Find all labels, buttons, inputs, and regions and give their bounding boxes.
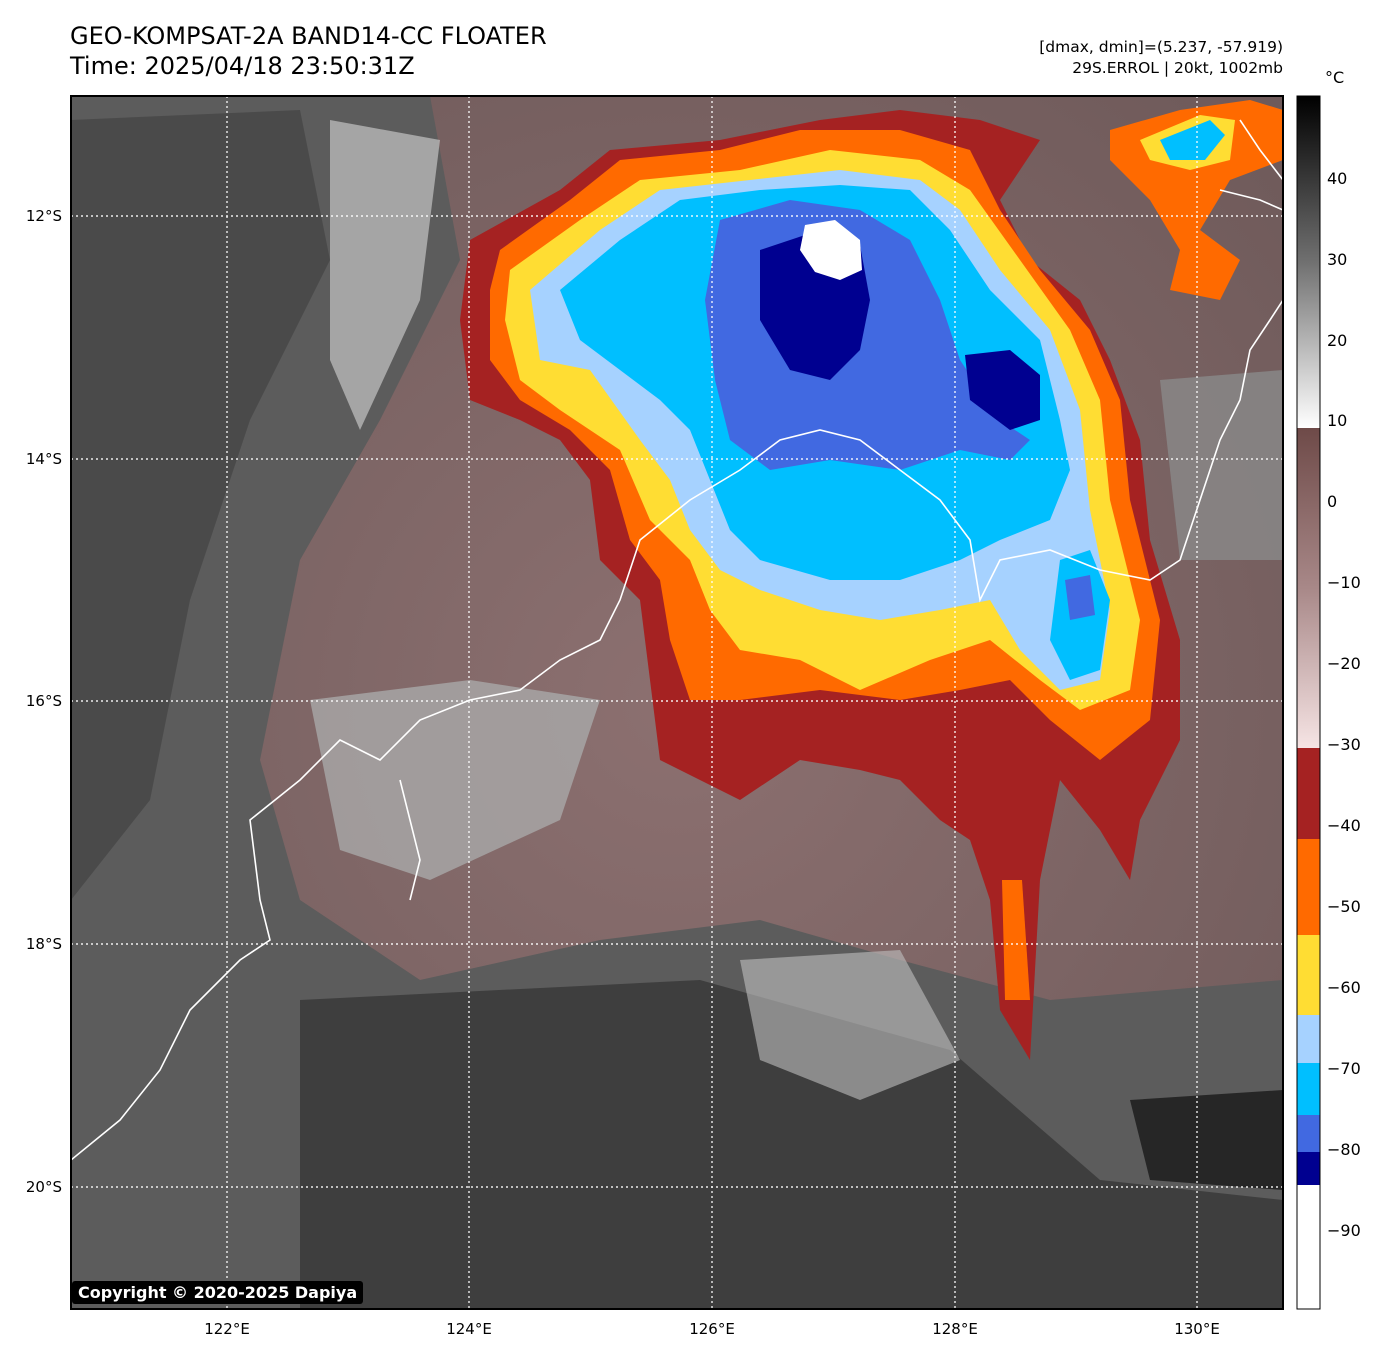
- lon-tick-label: 124°E: [446, 1320, 492, 1338]
- lat-tick-label: 20°S: [26, 1178, 62, 1196]
- map-title: GEO-KOMPSAT-2A BAND14-CC FLOATER: [70, 22, 547, 50]
- lon-tick-label: 128°E: [932, 1320, 978, 1338]
- colorbar-label: 30: [1327, 250, 1348, 269]
- colorbar-label: 10: [1327, 411, 1348, 430]
- lon-tick-label: 130°E: [1174, 1320, 1220, 1338]
- lon-tick-label: 122°E: [204, 1320, 250, 1338]
- colorbar-label: −70: [1327, 1059, 1361, 1078]
- graticule: [71, 96, 1283, 1309]
- colorbar-label: −60: [1327, 978, 1361, 997]
- lon-axis: 122°E 124°E 126°E 128°E 130°E: [204, 1320, 1220, 1338]
- colorbar-label: 0: [1327, 492, 1338, 511]
- cloud-imagery: [71, 96, 1283, 1309]
- dmax-dmin-info: [dmax, dmin]=(5.237, -57.919): [1039, 38, 1283, 56]
- colorbar-label: −40: [1327, 816, 1361, 835]
- colorbar-label: −90: [1327, 1221, 1361, 1240]
- colorbar-label: −10: [1327, 573, 1361, 592]
- colorbar-label: 20: [1327, 331, 1348, 350]
- colorbar-label: −50: [1327, 897, 1361, 916]
- lon-tick-label: 126°E: [689, 1320, 735, 1338]
- colorbar-unit: °C: [1325, 68, 1345, 87]
- copyright-badge: Copyright © 2020-2025 Dapiya: [72, 1281, 364, 1304]
- lat-tick-label: 12°S: [26, 207, 62, 225]
- storm-info: 29S.ERROL | 20kt, 1002mb: [1072, 59, 1283, 77]
- colorbar: [1296, 95, 1321, 1310]
- lat-axis: 12°S 14°S 16°S 18°S 20°S: [26, 207, 62, 1196]
- map-frame: [70, 95, 1284, 1310]
- colorbar-label: −30: [1327, 735, 1361, 754]
- colorbar-label: 40: [1327, 169, 1348, 188]
- coastline: [71, 119, 1283, 1161]
- lat-tick-label: 18°S: [26, 935, 62, 953]
- colorbar-label: −80: [1327, 1140, 1361, 1159]
- lat-tick-label: 14°S: [26, 450, 62, 468]
- lat-tick-label: 16°S: [26, 692, 62, 710]
- colorbar-label: −20: [1327, 654, 1361, 673]
- map-timestamp: Time: 2025/04/18 23:50:31Z: [70, 52, 415, 80]
